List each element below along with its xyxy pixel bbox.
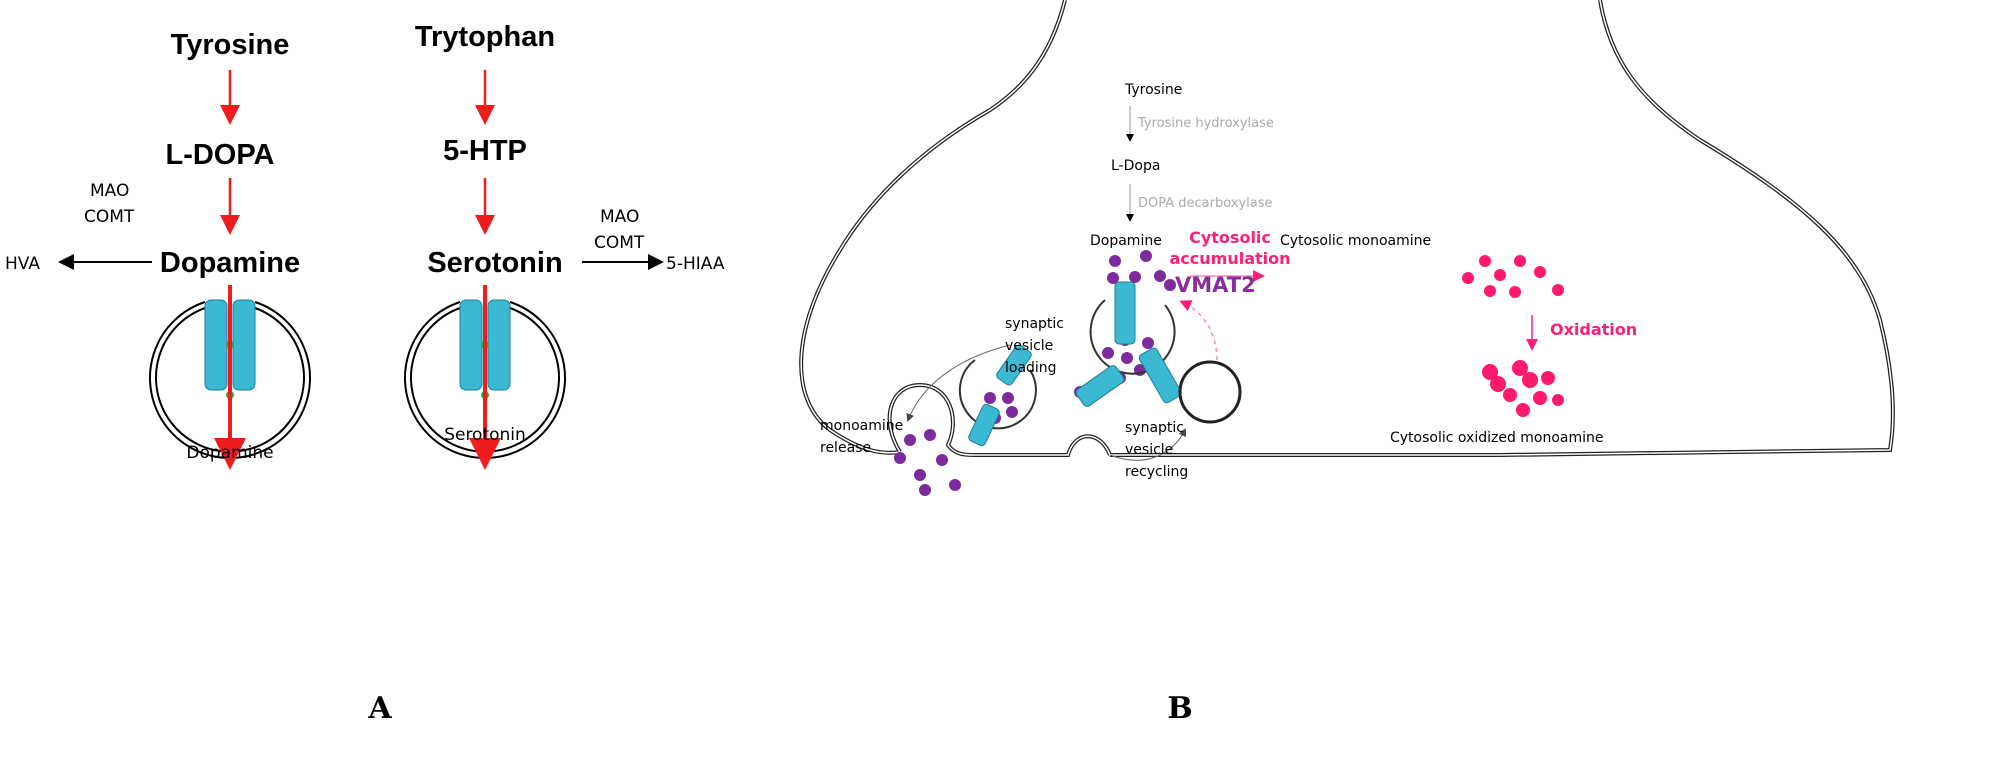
comt-label: COMT	[84, 207, 135, 227]
vesicle-dopamine-label: Dopamine	[186, 443, 273, 463]
comt-label: COMT	[594, 233, 645, 253]
mao-label: MAO	[90, 181, 129, 201]
recycling-vesicle	[1178, 360, 1242, 424]
panel-b-label: B	[1167, 691, 1192, 726]
tyrosine-hydroxylase-label: Tyrosine hydroxylase	[1137, 116, 1274, 131]
ldopa-label: L-DOPA	[165, 139, 274, 171]
vmat2-label: VMAT2	[1175, 273, 1256, 297]
oxidized-monoamine-dots	[1462, 255, 1564, 417]
dashed-arrow	[1179, 300, 1218, 361]
tryptophan-label: Trytophan	[415, 21, 555, 53]
tyrosine-label: Tyrosine	[171, 29, 290, 61]
loading-line1: synaptic	[1005, 316, 1064, 332]
arrow	[1109, 428, 1186, 461]
dopa-decarboxylase-label: DOPA decarboxylase	[1138, 196, 1273, 211]
loading-vesicle	[1075, 281, 1182, 407]
release-line2: release	[820, 440, 871, 456]
loading-line3: loading	[1005, 360, 1057, 376]
mao-label: MAO	[600, 207, 639, 227]
dopamine-b-label: Dopamine	[1090, 233, 1162, 249]
loading-line2: vesicle	[1005, 338, 1053, 354]
serotonin-label: Serotonin	[427, 247, 562, 279]
cytosolic-accumulation-line2: accumulation	[1169, 249, 1290, 268]
arrow	[906, 344, 1011, 422]
5hiaa-label: 5-HIAA	[666, 254, 725, 274]
tyrosine-b-label: Tyrosine	[1124, 82, 1182, 98]
neuron-terminal	[799, 0, 1895, 457]
vmat2-icon	[1138, 347, 1182, 404]
docking-vesicle	[958, 344, 1037, 447]
vesicle-serotonin-label: Serotonin	[444, 425, 526, 445]
cytosolic-accumulation-line1: Cytosolic	[1189, 228, 1271, 247]
5htp-label: 5-HTP	[443, 135, 527, 167]
vmat2-icon	[1114, 281, 1136, 345]
cytosolic-monoamine-label: Cytosolic monoamine	[1280, 233, 1431, 249]
recycling-line1: synaptic	[1125, 420, 1184, 436]
oxidation-label: Oxidation	[1550, 320, 1637, 339]
dopamine-pathway: Tyrosine L-DOPA Dopamine MAO COMT HVA Do…	[5, 29, 311, 470]
serotonin-pathway: Trytophan 5-HTP Serotonin MAO COMT 5-HIA…	[404, 21, 725, 470]
vmat2-icon	[996, 344, 1032, 386]
recycling-line3: recycling	[1125, 464, 1188, 480]
transporter-icon	[459, 299, 511, 399]
dopamine-label: Dopamine	[160, 247, 300, 279]
release-line1: monoamine	[820, 418, 903, 434]
cytosolic-oxidized-label: Cytosolic oxidized monoamine	[1390, 430, 1604, 446]
hva-label: HVA	[5, 254, 40, 274]
panel-a-label: A	[367, 691, 392, 726]
recycling-line2: vesicle	[1125, 442, 1173, 458]
vmat2-icon	[1075, 365, 1125, 407]
vmat2-icon	[968, 403, 1000, 447]
ldopa-b-label: L-Dopa	[1111, 158, 1160, 174]
